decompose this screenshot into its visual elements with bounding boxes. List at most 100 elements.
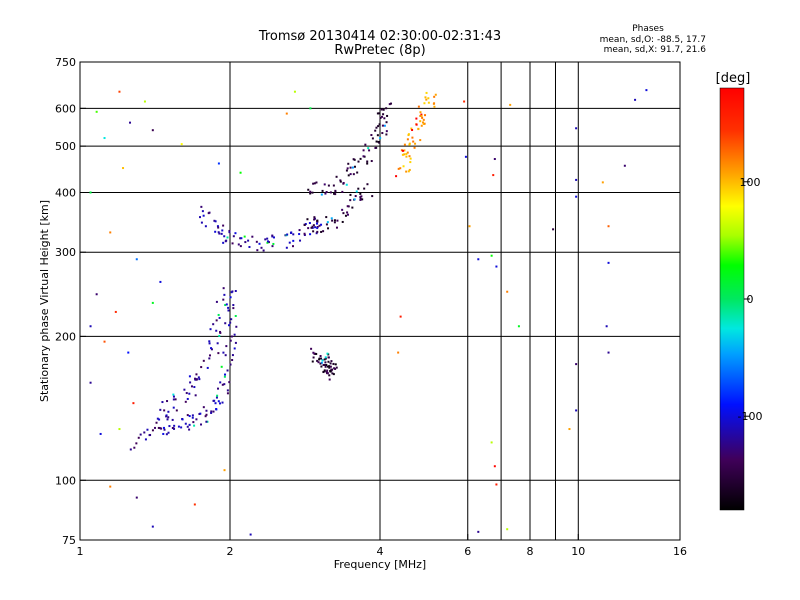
trace-point [370,134,372,136]
trace-point [203,360,205,362]
trace-point [199,413,201,415]
trace-point [334,191,336,193]
trace-point [158,419,160,421]
trace-point [335,363,337,365]
y-axis-ticks: 75100200300400500600750 [55,56,86,547]
trace-point [222,242,224,244]
colorbar-tick-label: 0 [747,293,754,306]
scatter-point [90,325,92,327]
y-tick-label: 300 [55,246,76,259]
trace-point [186,392,188,394]
trace-point [223,235,225,237]
scatter-point [463,101,465,103]
chart-title: Tromsø 20130414 02:30:00-02:31:43 [258,29,501,44]
trace-point [419,139,421,141]
trace-point [172,419,174,421]
scatter-point [286,113,288,115]
trace-point [227,369,229,371]
trace-point [192,414,194,416]
trace-point [154,427,156,429]
trace-point [187,426,189,428]
trace-point [424,114,426,116]
trace-point [198,376,200,378]
trace-point [189,381,191,383]
trace-point [231,291,233,293]
trace-point [316,360,318,362]
trace-point [247,240,249,242]
trace-point [320,366,322,368]
trace-point [415,118,417,120]
trace-point [304,224,306,226]
trace-point [266,238,268,240]
scatter-point [152,302,154,304]
trace-point [310,348,312,350]
trace-point [334,368,336,370]
trace-point [235,342,237,344]
trace-point [356,190,358,192]
trace-point [360,195,362,197]
trace-point [419,120,421,122]
scatter-point [118,428,120,430]
trace-point [256,249,258,251]
trace-point [235,326,237,328]
trace-point [320,231,322,233]
scatter-point [104,341,106,343]
trace-point [316,231,318,233]
trace-point [292,233,294,235]
y-tick-label: 200 [55,330,76,343]
trace-point [232,354,234,356]
trace-point [425,99,427,101]
trace-point [167,418,169,420]
trace-point [343,182,345,184]
trace-point [371,160,373,162]
trace-point [209,354,211,356]
trace-point [175,398,177,400]
trace-point [360,158,362,160]
trace-point [347,205,349,207]
trace-point [309,233,311,235]
trace-point [272,243,274,245]
trace-point [336,220,338,222]
trace-point [320,355,322,357]
trace-point [330,360,332,362]
trace-point [312,230,314,232]
trace-point [331,217,333,219]
trace-point [210,412,212,414]
trace-point [213,400,215,402]
trace-point [292,240,294,242]
trace-point [207,367,209,369]
trace-point [221,366,223,368]
trace-point [324,183,326,185]
trace-point [200,366,202,368]
trace-point [231,359,233,361]
scatter-point [181,143,183,145]
trace-point [210,347,212,349]
trace-point [228,381,230,383]
trace-point [168,432,170,434]
trace-point [195,394,197,396]
trace-point [341,209,343,211]
trace-point [205,225,207,227]
trace-point [234,232,236,234]
x-tick-label: 1 [77,545,84,558]
trace-point [357,188,359,190]
trace-point [286,234,288,236]
x-tick-label: 2 [227,545,234,558]
trace-point [152,429,154,431]
stats-heading: Phases [632,24,664,34]
trace-point [352,167,354,169]
trace-point [417,128,419,130]
scatter-point [397,352,399,354]
scatter-point [575,363,577,365]
scatter-point [152,526,154,528]
trace-point [240,245,242,247]
trace-point [421,115,423,117]
x-tick-label: 16 [673,545,687,558]
trace-point [203,215,205,217]
trace-point [407,138,409,140]
trace-point [312,361,314,363]
trace-point [205,421,207,423]
trace-point [209,212,211,214]
trace-point [227,389,229,391]
trace-point [346,184,348,186]
